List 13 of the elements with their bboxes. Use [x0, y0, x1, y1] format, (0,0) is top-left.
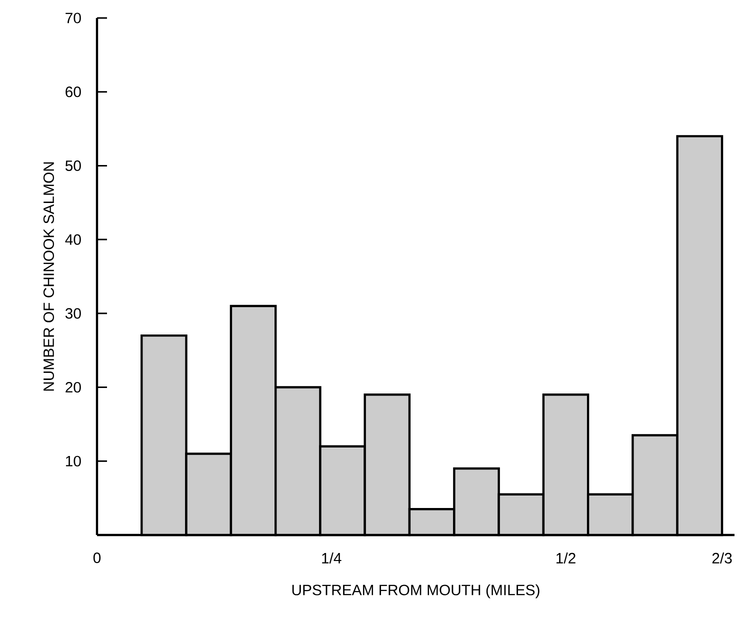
y-tick-label: 40	[65, 234, 81, 245]
y-axis-title: NUMBER OF CHINOOK SALMON	[43, 162, 54, 391]
y-tick-label: 60	[66, 86, 81, 98]
y-tick-label: 50	[65, 160, 81, 171]
y-tick-label: 70	[66, 12, 81, 24]
x-tick-label: 2/3	[712, 552, 732, 564]
x-tick-label: 1/2	[556, 552, 576, 564]
x-tick-label: 0	[93, 552, 101, 564]
y-tick-label: 30	[65, 308, 81, 319]
x-tick-label: 1/4	[322, 552, 342, 564]
y-tick-label: 10	[66, 456, 81, 466]
y-tick-label: 20	[66, 382, 81, 393]
x-axis-title: UPSTREAM FROM MOUTH (MILES)	[292, 584, 540, 598]
